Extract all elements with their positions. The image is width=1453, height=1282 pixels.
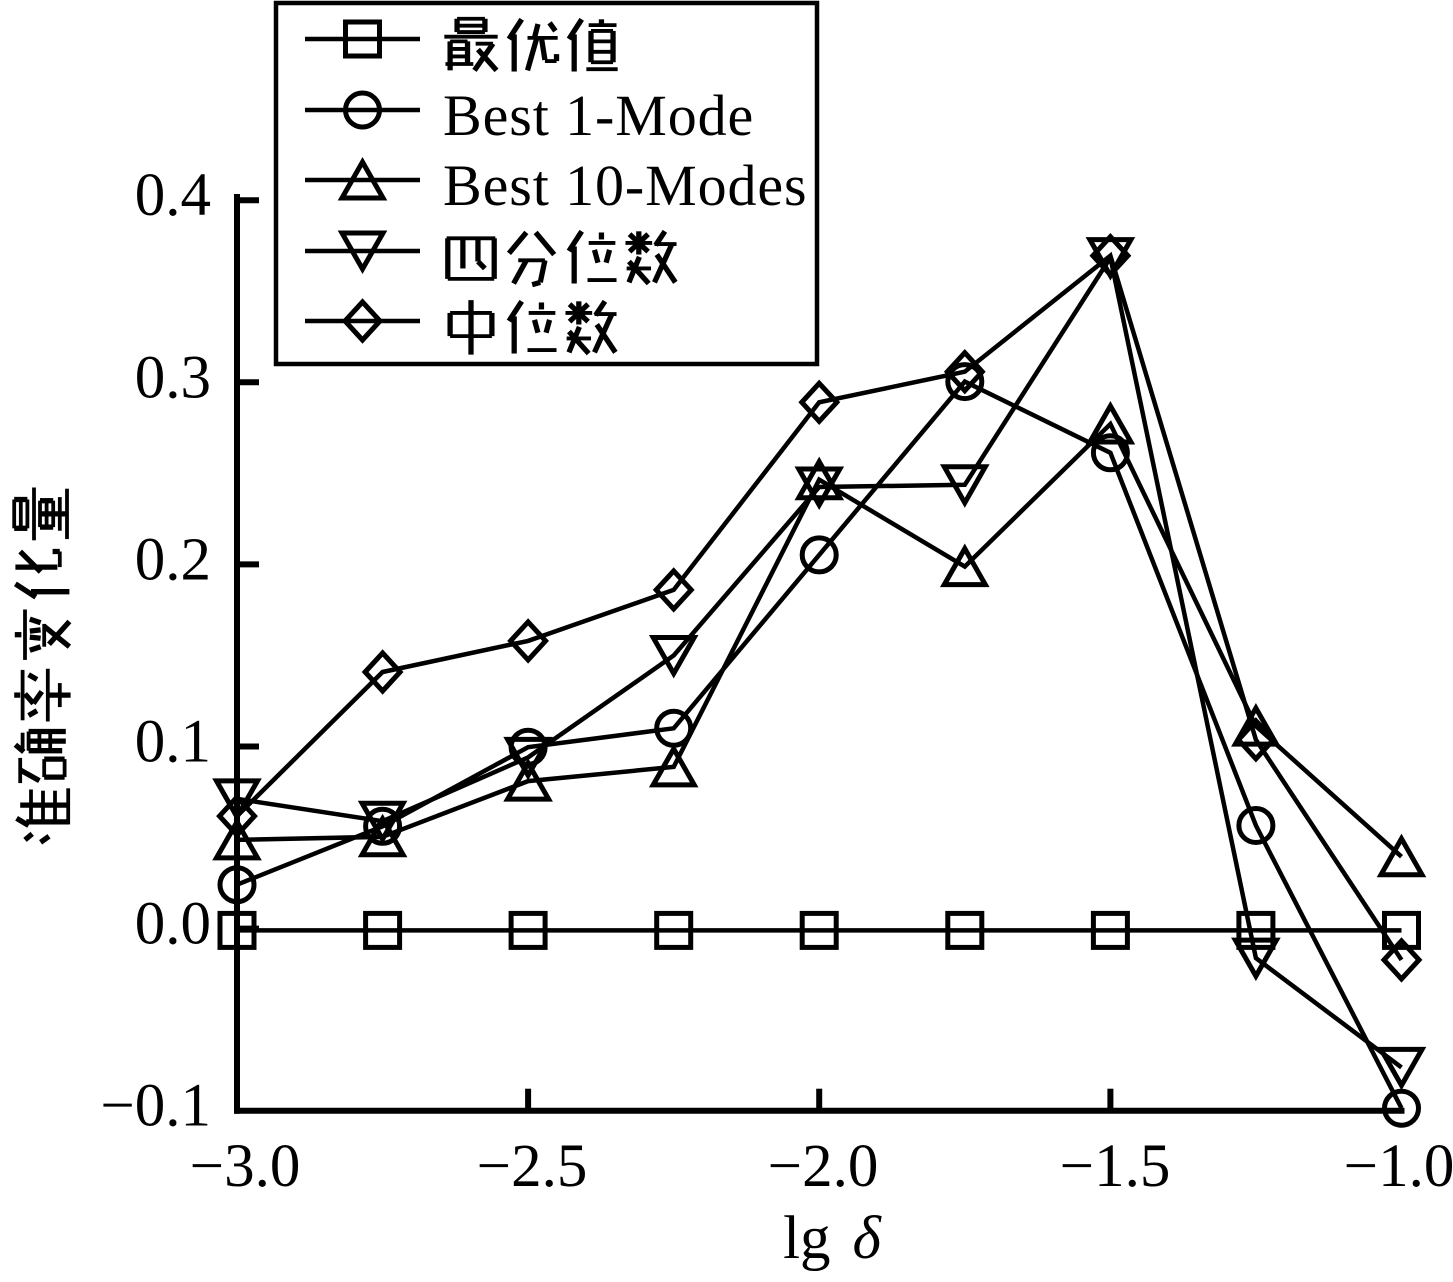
svg-text:−1.5: −1.5 — [1060, 1133, 1171, 1200]
svg-text:−3.0: −3.0 — [190, 1133, 301, 1200]
svg-text:0.3: 0.3 — [135, 344, 211, 411]
svg-text:0.1: 0.1 — [135, 709, 211, 776]
svg-text:−2.0: −2.0 — [768, 1133, 879, 1200]
svg-text:−0.1: −0.1 — [100, 1073, 211, 1140]
svg-text:−1.0: −1.0 — [1344, 1133, 1453, 1200]
svg-text:0.2: 0.2 — [135, 526, 211, 593]
svg-text:0.0: 0.0 — [135, 891, 211, 958]
svg-text:0.4: 0.4 — [135, 162, 211, 229]
svg-text:−2.5: −2.5 — [477, 1133, 588, 1200]
svg-text:Best 1-Mode: Best 1-Mode — [443, 83, 754, 148]
svg-text:Best 10-Modes: Best 10-Modes — [443, 153, 808, 218]
